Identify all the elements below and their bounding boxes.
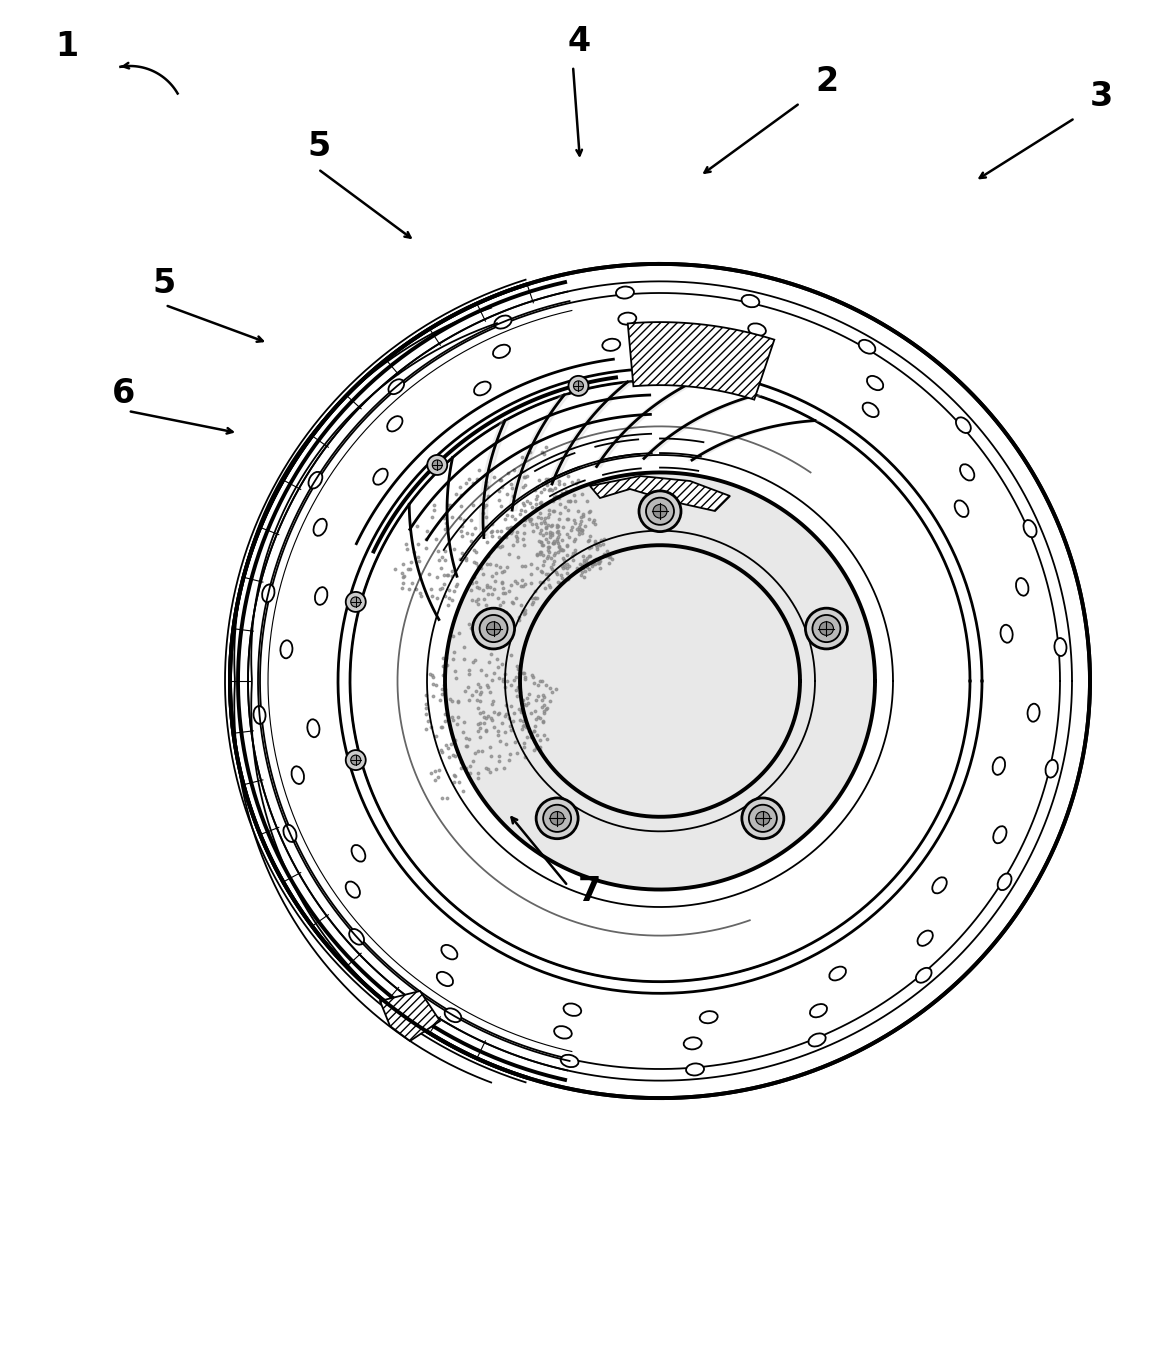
Text: 5: 5 xyxy=(308,131,330,163)
Ellipse shape xyxy=(932,878,947,893)
Text: 5: 5 xyxy=(151,267,175,299)
Ellipse shape xyxy=(819,622,833,636)
Ellipse shape xyxy=(918,931,933,946)
Ellipse shape xyxy=(859,340,875,354)
Polygon shape xyxy=(230,264,1090,1098)
Ellipse shape xyxy=(686,1063,704,1075)
Ellipse shape xyxy=(564,1003,581,1015)
Ellipse shape xyxy=(473,608,515,649)
Ellipse shape xyxy=(1016,578,1029,596)
Ellipse shape xyxy=(536,798,578,838)
Ellipse shape xyxy=(480,615,508,642)
Ellipse shape xyxy=(387,416,402,431)
Ellipse shape xyxy=(352,845,366,862)
Ellipse shape xyxy=(1028,704,1039,721)
Text: 7: 7 xyxy=(578,875,601,908)
Ellipse shape xyxy=(442,945,458,960)
Ellipse shape xyxy=(862,403,878,416)
Ellipse shape xyxy=(309,472,323,489)
Ellipse shape xyxy=(805,608,847,649)
Ellipse shape xyxy=(616,287,634,298)
Ellipse shape xyxy=(1024,520,1037,538)
Ellipse shape xyxy=(550,811,564,825)
Ellipse shape xyxy=(812,615,840,642)
Ellipse shape xyxy=(960,464,974,480)
Ellipse shape xyxy=(315,587,327,604)
Ellipse shape xyxy=(373,468,388,485)
Ellipse shape xyxy=(748,324,765,336)
Ellipse shape xyxy=(756,811,770,825)
Ellipse shape xyxy=(493,344,510,358)
Ellipse shape xyxy=(993,757,1005,774)
Ellipse shape xyxy=(346,592,366,612)
Ellipse shape xyxy=(445,1009,461,1022)
Ellipse shape xyxy=(749,804,777,832)
Polygon shape xyxy=(445,472,875,890)
Ellipse shape xyxy=(254,706,266,724)
Polygon shape xyxy=(380,991,440,1041)
Ellipse shape xyxy=(654,505,668,519)
Ellipse shape xyxy=(350,930,363,945)
Ellipse shape xyxy=(346,750,366,770)
Ellipse shape xyxy=(437,972,453,987)
Ellipse shape xyxy=(262,584,275,602)
Ellipse shape xyxy=(742,295,760,308)
Ellipse shape xyxy=(1054,638,1066,656)
Ellipse shape xyxy=(346,882,360,898)
Ellipse shape xyxy=(619,313,636,325)
Text: 6: 6 xyxy=(112,377,135,410)
Text: 4: 4 xyxy=(569,24,591,59)
Ellipse shape xyxy=(560,1055,579,1067)
Ellipse shape xyxy=(602,339,620,351)
Ellipse shape xyxy=(867,376,883,391)
Ellipse shape xyxy=(700,1011,718,1023)
Ellipse shape xyxy=(1001,625,1012,642)
Ellipse shape xyxy=(956,418,970,433)
Text: 2: 2 xyxy=(816,65,838,98)
Ellipse shape xyxy=(569,376,588,396)
Text: 1: 1 xyxy=(55,30,78,63)
Ellipse shape xyxy=(281,640,292,659)
Ellipse shape xyxy=(638,491,682,532)
Ellipse shape xyxy=(351,597,361,607)
Ellipse shape xyxy=(916,968,932,983)
Text: 3: 3 xyxy=(1090,80,1114,113)
Ellipse shape xyxy=(432,460,443,470)
Polygon shape xyxy=(628,323,775,400)
Ellipse shape xyxy=(291,766,304,784)
Ellipse shape xyxy=(308,720,319,738)
Ellipse shape xyxy=(543,804,571,832)
Ellipse shape xyxy=(739,346,756,358)
Ellipse shape xyxy=(313,519,326,536)
Ellipse shape xyxy=(573,381,584,391)
Ellipse shape xyxy=(487,622,501,636)
Ellipse shape xyxy=(1045,759,1058,777)
Ellipse shape xyxy=(283,825,297,842)
Ellipse shape xyxy=(388,380,404,395)
Ellipse shape xyxy=(474,381,490,396)
Ellipse shape xyxy=(428,455,447,475)
Ellipse shape xyxy=(997,874,1011,890)
Ellipse shape xyxy=(994,826,1007,844)
Ellipse shape xyxy=(742,798,784,838)
Ellipse shape xyxy=(810,1004,827,1017)
Ellipse shape xyxy=(809,1033,826,1047)
Ellipse shape xyxy=(647,498,675,525)
Ellipse shape xyxy=(829,966,846,980)
Ellipse shape xyxy=(954,501,968,517)
Ellipse shape xyxy=(555,1026,572,1038)
Polygon shape xyxy=(589,476,730,510)
Ellipse shape xyxy=(684,1037,701,1049)
Ellipse shape xyxy=(494,316,511,328)
Ellipse shape xyxy=(351,755,361,765)
